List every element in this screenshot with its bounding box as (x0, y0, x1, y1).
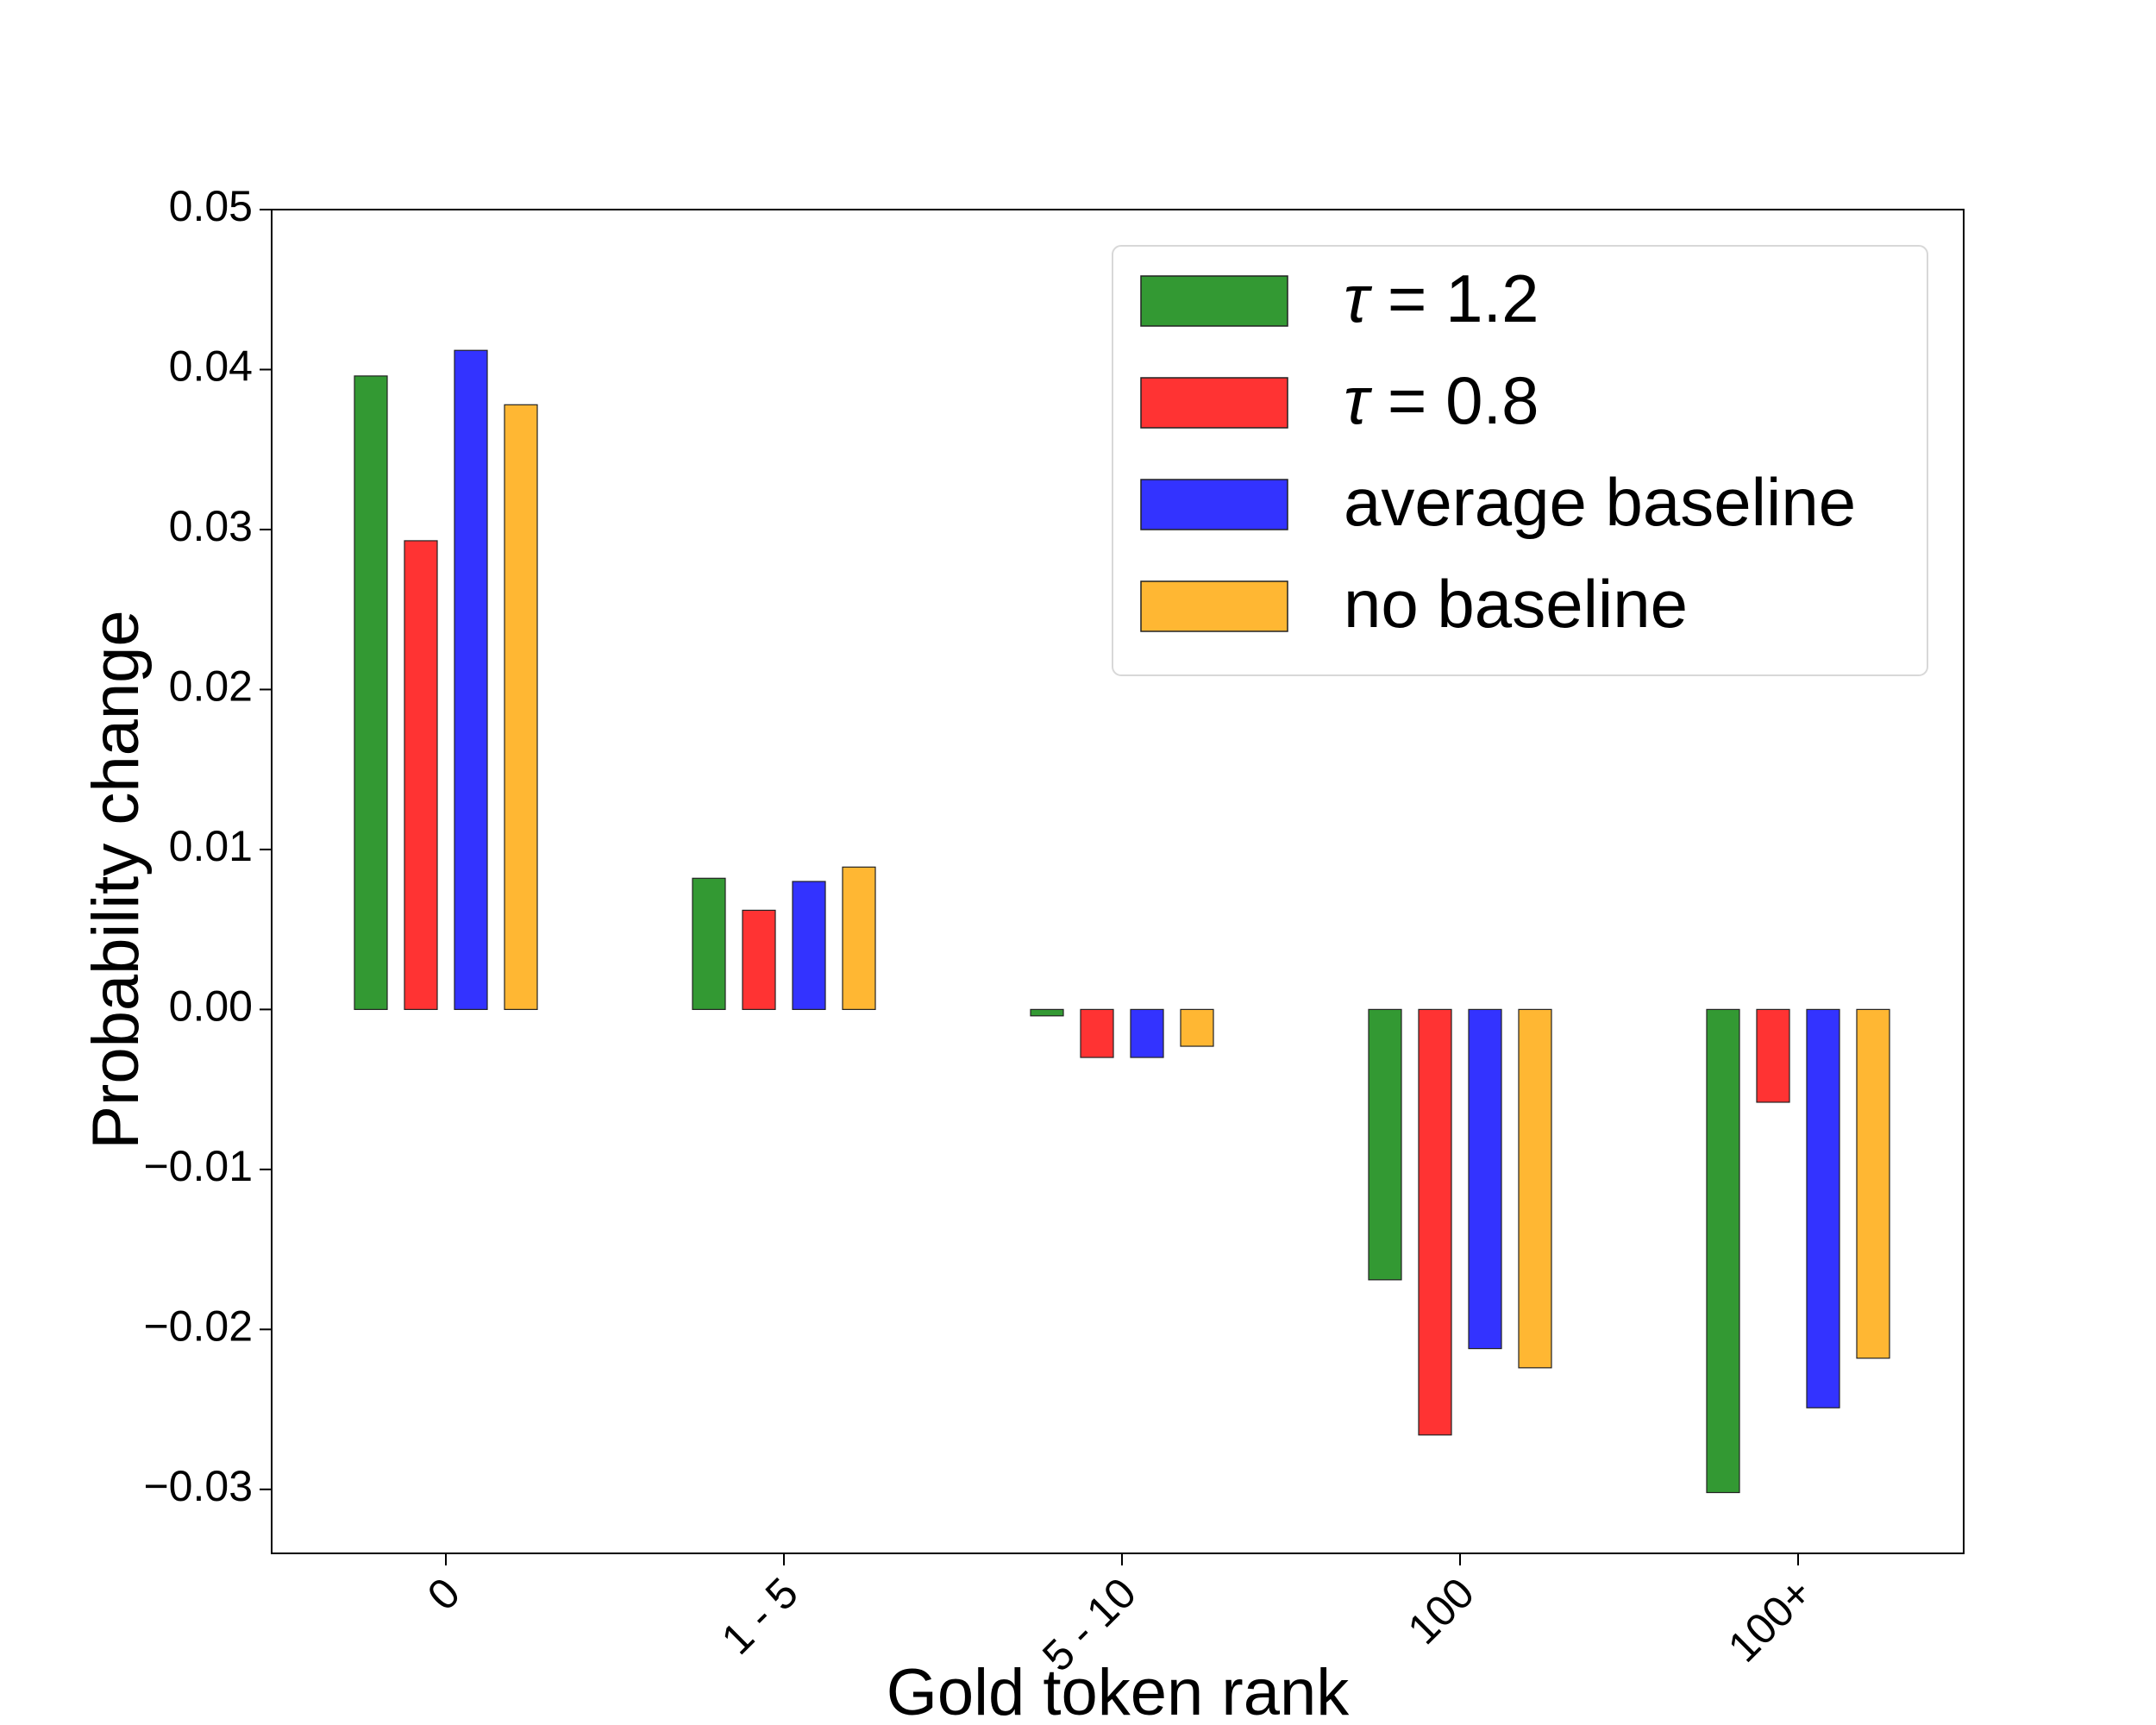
bar (1418, 1008, 1452, 1436)
bar (354, 375, 388, 1010)
bar (742, 909, 776, 1010)
bars-group (354, 349, 1890, 1494)
bar (1130, 1008, 1164, 1058)
x-axis-title: Gold token rank (887, 1656, 1351, 1725)
legend-symbol: τ (1344, 260, 1373, 336)
legend-box (1112, 245, 1928, 676)
bar (842, 866, 876, 1010)
y-tick-label: 0.04 (169, 342, 253, 391)
y-tick-label: 0.05 (169, 182, 253, 230)
legend-swatch (1140, 580, 1288, 632)
bar (692, 877, 726, 1010)
bar (1030, 1008, 1064, 1017)
bar (1756, 1008, 1790, 1103)
x-tick-label: 100 (1399, 1569, 1484, 1654)
legend-text: average baseline (1344, 464, 1856, 540)
bar (1180, 1008, 1214, 1047)
y-axis-title: Probability change (79, 610, 153, 1149)
bar (1468, 1008, 1502, 1350)
legend-text: = 1.2 (1369, 260, 1539, 336)
bar (504, 404, 538, 1010)
y-tick-label: 0.03 (169, 502, 253, 550)
y-tick-label: 0.01 (169, 822, 253, 870)
legend-swatch (1140, 377, 1288, 429)
bar (1706, 1008, 1740, 1494)
bar (1518, 1008, 1552, 1369)
legend-swatch (1140, 275, 1288, 327)
legend-text: no baseline (1344, 566, 1688, 642)
x-tick-label: 1 - 5 (712, 1569, 807, 1664)
legend-label: no baseline (1344, 566, 1688, 642)
y-tick-label: 0.00 (169, 982, 253, 1031)
y-tick-label: −0.03 (143, 1462, 253, 1510)
y-tick-label: −0.02 (143, 1302, 253, 1351)
bar (404, 540, 438, 1010)
legend-symbol: τ (1344, 362, 1373, 438)
legend-label: τ = 1.2 (1344, 260, 1539, 336)
bar (1806, 1008, 1840, 1408)
x-tick-label: 100+ (1719, 1569, 1821, 1672)
bar (1856, 1008, 1890, 1359)
bar (454, 349, 488, 1010)
y-tick-label: 0.02 (169, 662, 253, 711)
bar (1368, 1008, 1402, 1281)
bar (1080, 1008, 1114, 1058)
legend-label: average baseline (1344, 464, 1856, 540)
bar (792, 881, 826, 1010)
x-tick-label: 0 (418, 1569, 469, 1620)
y-axis: −0.03 −0.02 −0.01 0.00 0.01 0.02 0.03 0.04 0.05 (143, 182, 272, 1510)
plot-frame (271, 209, 1965, 1554)
y-tick-label: −0.01 (143, 1142, 253, 1190)
legend-swatch (1140, 479, 1288, 530)
legend-text: = 0.8 (1369, 362, 1539, 438)
legend-label: τ = 0.8 (1344, 362, 1539, 438)
